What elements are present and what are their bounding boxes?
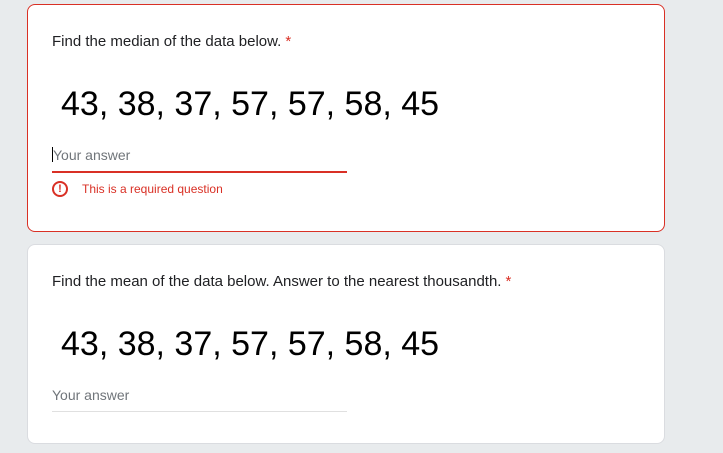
data-values: 43, 38, 37, 57, 57, 58, 45: [61, 325, 440, 363]
question-card-median: Find the median of the data below. * 43, …: [27, 4, 665, 232]
error-text: This is a required question: [82, 182, 223, 196]
exclamation-circle-icon: !: [52, 181, 68, 197]
question-title: Find the mean of the data below. Answer …: [52, 273, 511, 290]
question-title: Find the median of the data below. *: [52, 33, 291, 50]
question-card-mean: Find the mean of the data below. Answer …: [27, 244, 665, 444]
question-text: Find the mean of the data below. Answer …: [52, 273, 502, 290]
text-caret: [52, 147, 53, 162]
answer-placeholder: Your answer: [52, 387, 130, 403]
answer-placeholder: Your answer: [53, 147, 131, 163]
data-values: 43, 38, 37, 57, 57, 58, 45: [61, 85, 440, 123]
answer-input[interactable]: Your answer: [52, 387, 347, 412]
required-asterisk: *: [285, 33, 292, 50]
question-text: Find the median of the data below.: [52, 33, 282, 50]
error-message: ! This is a required question: [52, 181, 223, 197]
answer-input[interactable]: Your answer: [52, 147, 347, 173]
required-asterisk: *: [505, 273, 512, 290]
